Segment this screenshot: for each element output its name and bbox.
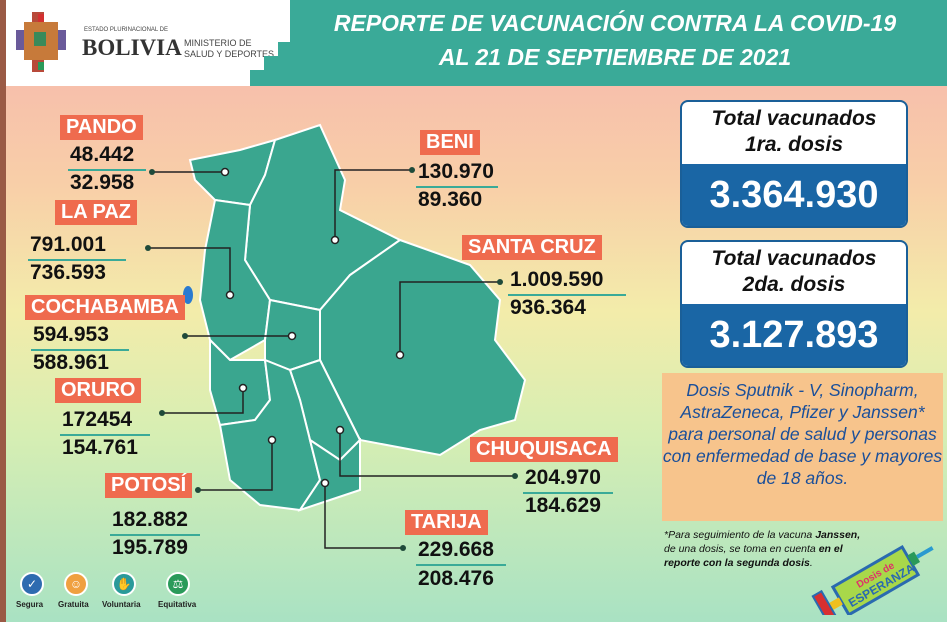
header: ESTADO PLURINACIONAL DE BOLIVIA MINISTER… — [0, 0, 947, 86]
page-title: REPORTE DE VACUNACIÓN CONTRA LA COVID-19… — [290, 6, 940, 74]
card-title: Total vacunados 2da. dosis — [682, 242, 906, 298]
tarija-dose2: 208.476 — [418, 567, 494, 590]
dept-label-pando: PANDO — [60, 115, 143, 140]
logo-small-text: ESTADO PLURINACIONAL DE — [84, 27, 169, 33]
total-second-dose-value: 3.127.893 — [682, 304, 906, 366]
dept-label-santa-cruz: SANTA CRUZ — [462, 235, 602, 260]
logo-area: ESTADO PLURINACIONAL DE BOLIVIA MINISTER… — [6, 0, 296, 86]
ministry-line2: SALUD Y DEPORTES — [184, 49, 275, 59]
dept-label-beni: BENI — [420, 130, 480, 155]
left-frame — [0, 0, 6, 622]
divider — [110, 534, 200, 536]
pando-dose1: 48.442 — [70, 143, 135, 166]
pando-dose2: 32.958 — [70, 171, 135, 194]
dept-label-oruro: ORURO — [55, 378, 142, 403]
divider — [416, 186, 498, 188]
card-title-line1: Total vacunados — [711, 107, 877, 130]
ministry-name: MINISTERIO DE SALUD Y DEPORTES — [184, 38, 274, 60]
dept-label-cochabamba: COCHABAMBA — [25, 295, 185, 320]
oruro-dose2: 154.761 — [62, 436, 138, 459]
card-title-line2: 2da. dosis — [742, 273, 846, 296]
map-potosi — [218, 358, 322, 512]
badge-label: Segura — [16, 600, 44, 609]
card-title-line2: 1ra. dosis — [744, 133, 844, 156]
dept-label-potosi: POTOSÍ — [105, 473, 193, 498]
santa-cruz-dose2: 936.364 — [510, 296, 586, 319]
beni-dose2: 89.360 — [418, 188, 483, 211]
badge-label: Equitativa — [158, 600, 197, 609]
cochabamba-dose1: 594.953 — [33, 323, 109, 346]
tarija-dose1: 229.668 — [418, 538, 494, 561]
map-tarija — [297, 437, 361, 512]
title-line1: REPORTE DE VACUNACIÓN CONTRA LA COVID-19 — [333, 10, 897, 36]
map-la-paz — [198, 198, 272, 362]
dosis-de-esperanza-syringe-logo: Dosis de ESPERANZA — [811, 544, 934, 615]
divider — [28, 259, 126, 261]
chuquisaca-dose1: 204.970 — [525, 466, 601, 489]
title-banner — [250, 0, 947, 86]
shield-check-icon: ✓ — [20, 572, 44, 596]
total-first-dose-value: 3.364.930 — [682, 164, 906, 226]
raised-hand-icon: ✋ — [112, 572, 136, 596]
beni-dose1: 130.970 — [418, 160, 494, 183]
note-text: . — [809, 557, 813, 569]
oruro-dose1: 172454 — [62, 408, 133, 431]
title-line2: AL 21 DE SEPTIEMBRE DE 2021 — [438, 44, 792, 70]
scales-icon: ⚖ — [166, 572, 190, 596]
total-second-dose-card: Total vacunados 2da. dosis 3.127.893 — [680, 240, 908, 368]
note-bold: en el reporte con la segunda dosis — [664, 543, 843, 569]
divider — [68, 169, 146, 171]
card-title: Total vacunados 1ra. dosis — [682, 102, 906, 158]
total-first-dose-card: Total vacunados 1ra. dosis 3.364.930 — [680, 100, 908, 228]
smile-coin-icon: ☺ — [64, 572, 88, 596]
janssen-note: *Para seguimiento de la vacuna Janssen, … — [664, 528, 874, 570]
divider — [60, 434, 150, 436]
ministry-line1: MINISTERIO DE — [184, 38, 252, 48]
divider — [31, 349, 129, 351]
vaccine-info-box: Dosis Sputnik - V, Sinopharm, AstraZenec… — [662, 373, 943, 521]
potosi-dose2: 195.789 — [112, 536, 188, 559]
dept-label-tarija: TARIJA — [405, 510, 488, 535]
santa-cruz-dose1: 1.009.590 — [510, 268, 604, 291]
logo-big-text: BOLIVIA — [82, 35, 182, 60]
lake-titicaca — [183, 286, 193, 304]
dept-label-chuquisaca: CHUQUISACA — [470, 437, 618, 462]
bolivia-emblem-icon — [16, 12, 66, 72]
potosi-dose1: 182.882 — [112, 508, 188, 531]
cochabamba-dose2: 588.961 — [33, 351, 109, 374]
note-bold: Janssen, — [815, 529, 861, 541]
badge-label: Voluntaria — [102, 600, 141, 609]
note-text: *Para seguimiento de la vacuna — [664, 529, 816, 541]
divider — [508, 294, 626, 296]
note-text: de una dosis, se toma en cuenta — [664, 543, 819, 555]
card-title-line1: Total vacunados — [711, 247, 877, 270]
chuquisaca-dose2: 184.629 — [525, 494, 601, 517]
badge-label: Gratuita — [58, 600, 89, 609]
la-paz-dose1: 791.001 — [30, 233, 106, 256]
la-paz-dose2: 736.593 — [30, 261, 106, 284]
dept-label-la-paz: LA PAZ — [55, 200, 137, 225]
divider — [523, 492, 613, 494]
divider — [416, 564, 506, 566]
